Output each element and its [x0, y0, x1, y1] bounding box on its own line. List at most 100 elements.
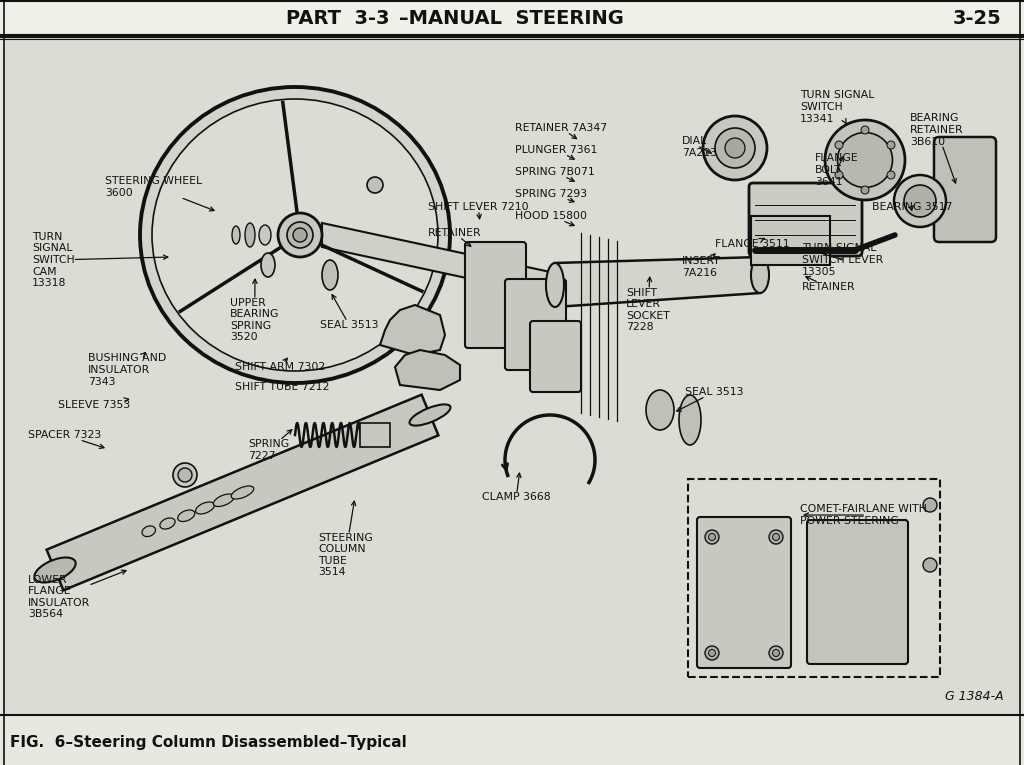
Circle shape	[769, 646, 783, 660]
Bar	[360, 423, 390, 447]
Circle shape	[887, 171, 895, 179]
Circle shape	[923, 558, 937, 572]
Circle shape	[715, 128, 755, 168]
Circle shape	[772, 533, 779, 541]
Text: SPRING 7293: SPRING 7293	[515, 189, 587, 203]
Polygon shape	[380, 305, 445, 355]
Ellipse shape	[825, 120, 905, 200]
Circle shape	[287, 222, 313, 248]
Circle shape	[725, 138, 745, 158]
Circle shape	[293, 228, 307, 242]
Circle shape	[835, 171, 843, 179]
Text: SEAL 3513: SEAL 3513	[677, 387, 743, 411]
Text: FIG.  6–Steering Column Disassembled–Typical: FIG. 6–Steering Column Disassembled–Typi…	[10, 735, 407, 750]
Text: COMET-FAIRLANE WITH
POWER STEERING: COMET-FAIRLANE WITH POWER STEERING	[800, 504, 927, 526]
Bar	[0, 0, 1024, 36]
Text: SEAL 3513: SEAL 3513	[319, 295, 379, 330]
Circle shape	[769, 530, 783, 544]
Text: RETAINER: RETAINER	[428, 228, 481, 246]
Text: SLEEVE 7353: SLEEVE 7353	[58, 398, 130, 410]
Text: STEERING WHEEL
3600: STEERING WHEEL 3600	[105, 176, 214, 211]
Circle shape	[861, 186, 869, 194]
Ellipse shape	[231, 486, 254, 499]
Text: FLANGE
BOLT
3641: FLANGE BOLT 3641	[815, 154, 859, 187]
Circle shape	[278, 213, 322, 257]
FancyBboxPatch shape	[749, 183, 862, 256]
FancyBboxPatch shape	[505, 279, 566, 370]
Ellipse shape	[546, 263, 564, 307]
Text: SPRING 7B071: SPRING 7B071	[515, 167, 595, 181]
Circle shape	[705, 646, 719, 660]
Text: FLANGE 3511: FLANGE 3511	[715, 239, 790, 249]
Text: SHIFT TUBE 7212: SHIFT TUBE 7212	[234, 381, 330, 392]
Text: PART  3-3: PART 3-3	[286, 8, 389, 28]
Text: 3-25: 3-25	[952, 8, 1001, 28]
Text: UPPER
BEARING
SPRING
3520: UPPER BEARING SPRING 3520	[230, 279, 280, 343]
Circle shape	[904, 185, 936, 217]
Ellipse shape	[152, 99, 438, 371]
Text: –MANUAL  STEERING: –MANUAL STEERING	[399, 8, 625, 28]
Text: BEARING 3517: BEARING 3517	[872, 202, 952, 212]
FancyBboxPatch shape	[934, 137, 996, 242]
Text: BUSHING AND
INSULATOR
7343: BUSHING AND INSULATOR 7343	[88, 353, 166, 386]
Ellipse shape	[196, 502, 214, 514]
Text: G 1384-A: G 1384-A	[945, 691, 1004, 704]
Text: RETAINER: RETAINER	[802, 276, 856, 292]
Circle shape	[894, 175, 946, 227]
Circle shape	[835, 141, 843, 149]
Circle shape	[705, 530, 719, 544]
FancyBboxPatch shape	[697, 517, 791, 668]
Text: TURN SIGNAL
SWITCH
13341: TURN SIGNAL SWITCH 13341	[800, 90, 874, 124]
Text: SPRING
7227: SPRING 7227	[248, 430, 292, 461]
Bar	[4, 36, 1020, 715]
Circle shape	[772, 649, 779, 656]
Text: SHIFT
LEVER
SOCKET
7228: SHIFT LEVER SOCKET 7228	[626, 277, 670, 333]
Ellipse shape	[142, 526, 156, 536]
Text: BEARING
RETAINER
3B610: BEARING RETAINER 3B610	[910, 113, 964, 183]
Polygon shape	[395, 350, 460, 390]
Ellipse shape	[646, 390, 674, 430]
Ellipse shape	[160, 518, 175, 529]
Ellipse shape	[838, 132, 893, 187]
Text: DIAL
7A213: DIAL 7A213	[682, 136, 717, 158]
Circle shape	[887, 141, 895, 149]
Circle shape	[709, 533, 716, 541]
Text: TURN SIGNAL
SWITCH LEVER
13305: TURN SIGNAL SWITCH LEVER 13305	[802, 243, 884, 277]
Ellipse shape	[751, 257, 769, 293]
Ellipse shape	[178, 510, 195, 522]
Text: TURN
SIGNAL
SWITCH
CAM
13318: TURN SIGNAL SWITCH CAM 13318	[32, 232, 168, 288]
Ellipse shape	[261, 253, 275, 277]
Circle shape	[703, 116, 767, 180]
Ellipse shape	[410, 405, 451, 425]
Ellipse shape	[322, 260, 338, 290]
Text: SHIFT ARM 7302: SHIFT ARM 7302	[234, 358, 326, 372]
Text: PLUNGER 7361: PLUNGER 7361	[515, 145, 597, 159]
Ellipse shape	[245, 223, 255, 247]
Circle shape	[178, 468, 193, 482]
Circle shape	[709, 649, 716, 656]
Ellipse shape	[35, 558, 76, 582]
Text: STEERING
COLUMN
TUBE
3514: STEERING COLUMN TUBE 3514	[318, 501, 373, 578]
FancyBboxPatch shape	[465, 242, 526, 348]
Circle shape	[923, 498, 937, 512]
Ellipse shape	[679, 395, 701, 445]
Text: SPACER 7323: SPACER 7323	[28, 430, 104, 448]
FancyBboxPatch shape	[530, 321, 581, 392]
Polygon shape	[322, 223, 555, 297]
Circle shape	[861, 126, 869, 134]
Bar	[688, 479, 940, 677]
Ellipse shape	[259, 225, 271, 245]
Polygon shape	[47, 395, 438, 591]
Text: INSERT
7A216: INSERT 7A216	[682, 254, 721, 278]
Text: LOWER
FLANGE
INSULATOR
3B564: LOWER FLANGE INSULATOR 3B564	[28, 570, 126, 620]
Text: SHIFT LEVER 7210: SHIFT LEVER 7210	[428, 202, 528, 219]
Text: CLAMP 3668: CLAMP 3668	[482, 473, 551, 502]
Polygon shape	[555, 257, 760, 307]
Ellipse shape	[140, 87, 450, 383]
Circle shape	[367, 177, 383, 193]
Text: HOOD 15800: HOOD 15800	[515, 211, 587, 226]
FancyBboxPatch shape	[807, 520, 908, 664]
Circle shape	[173, 463, 197, 487]
FancyBboxPatch shape	[751, 216, 830, 265]
Ellipse shape	[213, 494, 234, 506]
